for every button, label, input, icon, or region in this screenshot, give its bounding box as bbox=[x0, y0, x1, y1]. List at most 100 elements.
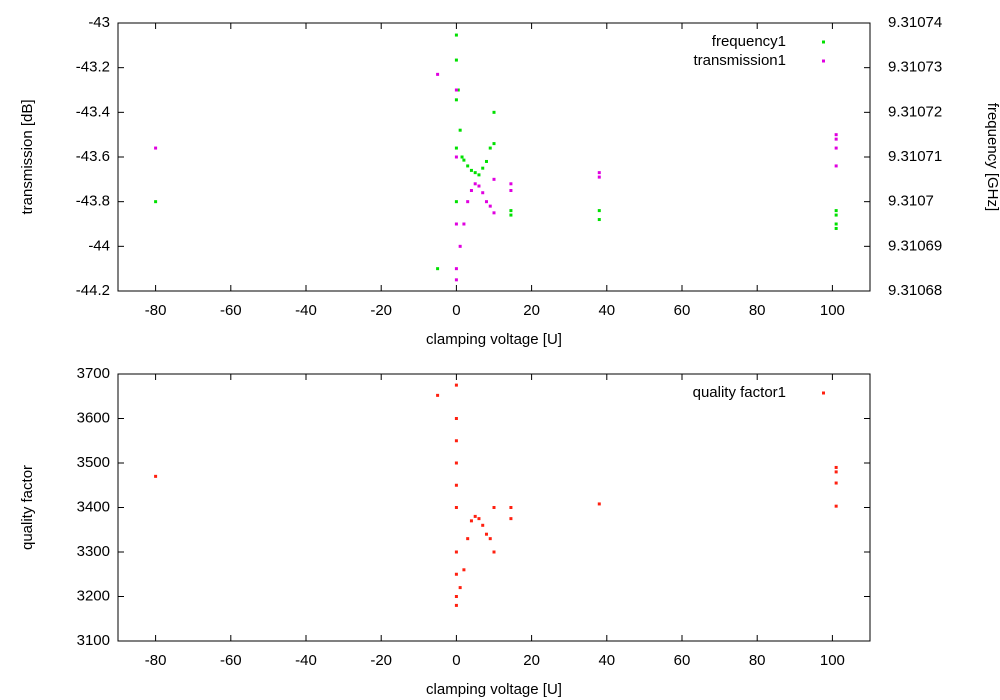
point bbox=[454, 58, 458, 62]
point bbox=[834, 209, 838, 213]
y-tick-label: -43.2 bbox=[76, 59, 110, 76]
point bbox=[509, 209, 513, 213]
legend-label: quality factor1 bbox=[693, 384, 786, 401]
x-tick-label: 40 bbox=[598, 652, 615, 669]
y-tick-label: 3100 bbox=[77, 632, 110, 649]
point bbox=[454, 603, 458, 607]
x-tick-label: -80 bbox=[145, 302, 167, 319]
point bbox=[509, 213, 513, 217]
point bbox=[462, 568, 466, 572]
x-tick-label: -60 bbox=[220, 652, 242, 669]
point bbox=[477, 517, 481, 521]
point bbox=[509, 182, 513, 186]
point bbox=[154, 474, 158, 478]
y2-tick-label: 9.31071 bbox=[888, 148, 942, 165]
y-tick-label: 3300 bbox=[77, 543, 110, 560]
y2-tick-label: 9.31069 bbox=[888, 237, 942, 254]
y-tick-label: 3500 bbox=[77, 454, 110, 471]
point bbox=[462, 222, 466, 226]
legend-marker bbox=[822, 59, 825, 63]
legend-label: frequency1 bbox=[712, 33, 786, 50]
point bbox=[454, 506, 458, 509]
point bbox=[597, 502, 601, 506]
point bbox=[597, 209, 601, 213]
x-tick-label: -20 bbox=[370, 652, 392, 669]
y-tick-label: -43.8 bbox=[76, 193, 110, 210]
point bbox=[488, 537, 492, 541]
x-tick-label: -40 bbox=[295, 652, 317, 669]
point bbox=[481, 191, 485, 195]
point bbox=[469, 189, 473, 192]
x-tick-label: 100 bbox=[820, 302, 845, 319]
point bbox=[492, 142, 496, 146]
x-tick-label: 100 bbox=[820, 652, 845, 669]
point bbox=[834, 133, 838, 137]
y-tick-label: 3600 bbox=[77, 409, 110, 426]
x-tick-label: 0 bbox=[452, 302, 460, 319]
point bbox=[484, 159, 488, 163]
legend-label: transmission1 bbox=[693, 52, 786, 69]
x-tick-label: -20 bbox=[370, 302, 392, 319]
point bbox=[454, 439, 458, 443]
y-axis-label: transmission [dB] bbox=[19, 99, 36, 214]
point bbox=[469, 168, 473, 172]
point bbox=[509, 517, 513, 521]
x-tick-label: 40 bbox=[598, 302, 615, 319]
point bbox=[492, 110, 496, 114]
y2-tick-label: 9.3107 bbox=[888, 193, 934, 210]
point bbox=[488, 146, 492, 150]
point bbox=[454, 461, 458, 465]
point bbox=[454, 146, 458, 150]
point bbox=[466, 200, 470, 204]
point bbox=[454, 98, 458, 102]
x-tick-label: 0 bbox=[452, 652, 460, 669]
point bbox=[454, 572, 458, 576]
point bbox=[834, 504, 838, 508]
point bbox=[454, 33, 458, 37]
point bbox=[466, 537, 470, 541]
y-tick-label: 3400 bbox=[77, 498, 110, 515]
point bbox=[454, 278, 458, 282]
point bbox=[834, 222, 838, 226]
y2-axis-label: frequency [GHz] bbox=[984, 103, 1000, 211]
point bbox=[481, 166, 485, 170]
x-tick-label: 60 bbox=[674, 652, 691, 669]
point bbox=[492, 177, 496, 181]
x-tick-label: -60 bbox=[220, 302, 242, 319]
y-tick-label: -43.4 bbox=[76, 103, 110, 120]
x-tick-label: 80 bbox=[749, 652, 766, 669]
y-axis-label: quality factor bbox=[19, 465, 36, 550]
point bbox=[454, 417, 458, 420]
x-tick-label: 80 bbox=[749, 302, 766, 319]
point bbox=[834, 226, 838, 230]
point bbox=[469, 519, 473, 523]
point bbox=[462, 158, 466, 162]
point bbox=[477, 184, 481, 188]
point bbox=[834, 146, 838, 150]
point bbox=[154, 146, 158, 150]
point bbox=[481, 523, 485, 527]
x-tick-label: -40 bbox=[295, 302, 317, 319]
point bbox=[454, 88, 458, 92]
x-tick-label: 20 bbox=[523, 302, 540, 319]
point bbox=[834, 164, 838, 168]
y-tick-label: 3700 bbox=[77, 365, 110, 382]
point bbox=[436, 72, 440, 76]
point bbox=[473, 171, 477, 175]
point bbox=[458, 128, 462, 132]
point bbox=[456, 88, 460, 92]
point bbox=[454, 383, 458, 387]
y-tick-label: -44 bbox=[88, 237, 110, 254]
y2-tick-label: 9.31074 bbox=[888, 14, 942, 31]
point bbox=[454, 200, 458, 204]
point bbox=[454, 595, 458, 598]
point bbox=[154, 200, 158, 204]
point bbox=[473, 182, 477, 186]
point bbox=[454, 222, 458, 226]
point bbox=[454, 267, 458, 271]
point bbox=[460, 155, 464, 159]
x-tick-label: -80 bbox=[145, 652, 167, 669]
point bbox=[454, 155, 458, 159]
point bbox=[436, 393, 440, 397]
y2-tick-label: 9.31073 bbox=[888, 59, 942, 76]
